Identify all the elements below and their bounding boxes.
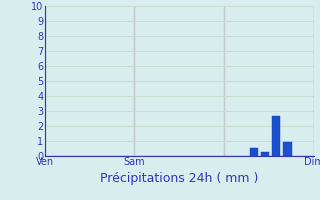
Bar — [250, 148, 258, 156]
X-axis label: Précipitations 24h ( mm ): Précipitations 24h ( mm ) — [100, 172, 258, 185]
Bar — [284, 142, 292, 156]
Bar — [272, 116, 280, 156]
Bar — [261, 152, 269, 156]
